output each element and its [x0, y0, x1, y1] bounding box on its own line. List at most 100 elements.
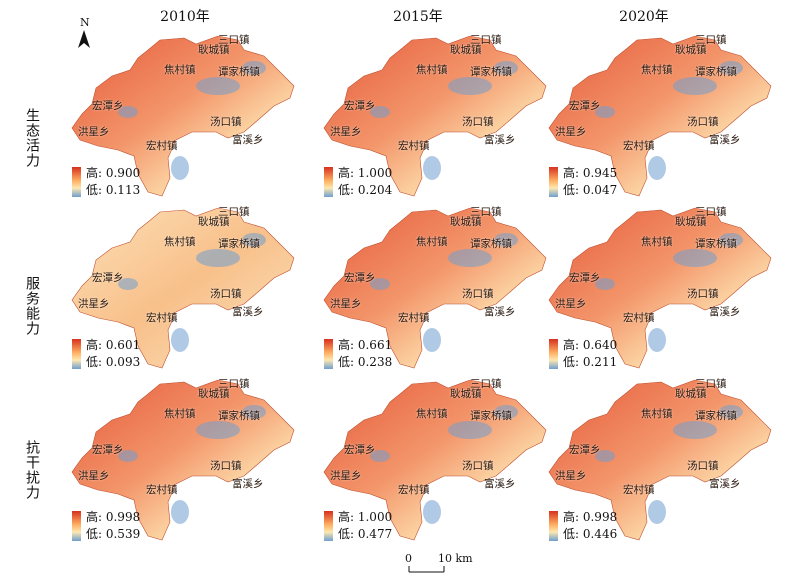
town-label: 焦村镇	[164, 408, 196, 420]
scale-end-label: 10 km	[438, 552, 473, 565]
region-map	[71, 379, 295, 541]
map-panel-r2-c2: 耿城镇 三口镇 焦村镇 谭家桥镇 宏潭乡 洪星乡 汤口镇 宏村镇 富溪乡 高: 0.661 低: 0…	[320, 200, 550, 375]
town-label: 三口镇	[218, 378, 250, 390]
town-label: 谭家桥镇	[218, 410, 260, 422]
town-label: 富溪乡	[709, 478, 741, 490]
region-map	[323, 35, 547, 197]
region-map	[548, 35, 772, 197]
town-label: 洪星乡	[78, 298, 110, 310]
legend: 高: 0.945 低: 0.047	[549, 165, 639, 199]
legend: 高: 0.998 低: 0.539	[72, 509, 162, 543]
town-label: 宏村镇	[398, 484, 430, 496]
town-label: 耿城镇	[198, 216, 230, 228]
town-label: 三口镇	[695, 206, 727, 218]
legend: 高: 1.000 低: 0.204	[324, 165, 414, 199]
town-label: 洪星乡	[78, 126, 110, 138]
scale-bar: 0 10 km	[405, 552, 478, 578]
town-label: 焦村镇	[416, 64, 448, 76]
town-label: 洪星乡	[78, 470, 110, 482]
town-label: 宏村镇	[398, 140, 430, 152]
legend-low-label: 低: 0.093	[86, 355, 141, 369]
town-label: 三口镇	[218, 34, 250, 46]
town-label: 富溪乡	[709, 306, 741, 318]
legend-high-label: 高: 0.661	[338, 338, 393, 352]
legend: 高: 0.661 低: 0.238	[324, 337, 414, 371]
town-label: 焦村镇	[641, 408, 673, 420]
map-panel-r3-c3: 耿城镇 三口镇 焦村镇 谭家桥镇 宏潭乡 洪星乡 汤口镇 宏村镇 富溪乡 高: 0.998 低: 0…	[545, 372, 775, 547]
town-label: 耿城镇	[198, 44, 230, 56]
town-label: 耿城镇	[198, 388, 230, 400]
legend-low-label: 低: 0.047	[563, 183, 618, 197]
town-label: 耿城镇	[450, 388, 482, 400]
town-label: 宏村镇	[146, 484, 178, 496]
north-label: N	[80, 16, 90, 29]
town-label: 洪星乡	[555, 126, 587, 138]
town-label: 宏潭乡	[344, 444, 376, 456]
town-label: 宏潭乡	[344, 272, 376, 284]
legend-high-label: 高: 1.000	[338, 166, 393, 180]
town-label: 汤口镇	[462, 460, 494, 472]
legend-high-label: 高: 0.601	[86, 338, 141, 352]
town-label: 洪星乡	[555, 298, 587, 310]
town-label: 宏村镇	[146, 140, 178, 152]
map-panel-r3-c2: 耿城镇 三口镇 焦村镇 谭家桥镇 宏潭乡 洪星乡 汤口镇 宏村镇 富溪乡 高: 1.000 低: 0…	[320, 372, 550, 547]
legend-high-label: 高: 1.000	[338, 510, 393, 524]
town-label: 汤口镇	[462, 116, 494, 128]
town-label: 三口镇	[695, 34, 727, 46]
town-label: 富溪乡	[232, 478, 264, 490]
town-label: 耿城镇	[450, 44, 482, 56]
town-label: 富溪乡	[484, 478, 516, 490]
town-label: 耿城镇	[675, 44, 707, 56]
town-label: 焦村镇	[416, 408, 448, 420]
town-label: 三口镇	[470, 378, 502, 390]
town-label: 洪星乡	[330, 298, 362, 310]
town-label: 汤口镇	[687, 460, 719, 472]
legend-high-label: 高: 0.900	[86, 166, 141, 180]
legend-high-label: 高: 0.998	[563, 510, 618, 524]
town-label: 宏村镇	[623, 484, 655, 496]
town-label: 谭家桥镇	[695, 238, 737, 250]
region-map	[71, 207, 295, 369]
legend: 高: 1.000 低: 0.477	[324, 509, 414, 543]
map-panel-r2-c1: 耿城镇 三口镇 焦村镇 谭家桥镇 宏潭乡 洪星乡 汤口镇 宏村镇 富溪乡 高: 0.601 低: 0…	[68, 200, 298, 375]
town-label: 焦村镇	[641, 64, 673, 76]
town-label: 富溪乡	[484, 134, 516, 146]
legend: 高: 0.640 低: 0.211	[549, 337, 639, 371]
legend-color-ramp	[72, 511, 81, 541]
row-label-resistance: 抗干扰力	[24, 440, 40, 500]
region-map	[323, 207, 547, 369]
map-panel-r2-c3: 耿城镇 三口镇 焦村镇 谭家桥镇 宏潭乡 洪星乡 汤口镇 宏村镇 富溪乡 高: 0.640 低: 0…	[545, 200, 775, 375]
region-map	[71, 35, 295, 197]
town-label: 汤口镇	[210, 460, 242, 472]
town-label: 宏潭乡	[569, 444, 601, 456]
legend-low-label: 低: 0.446	[563, 527, 618, 541]
town-label: 宏潭乡	[569, 100, 601, 112]
town-label: 谭家桥镇	[470, 238, 512, 250]
town-label: 富溪乡	[232, 306, 264, 318]
town-label: 洪星乡	[330, 470, 362, 482]
town-label: 宏潭乡	[92, 444, 124, 456]
town-label: 焦村镇	[416, 236, 448, 248]
legend: 高: 0.601 低: 0.093	[72, 337, 162, 371]
year-heading-2020: 2020年	[619, 9, 669, 25]
legend-high-label: 高: 0.640	[563, 338, 618, 352]
town-label: 谭家桥镇	[695, 410, 737, 422]
town-label: 焦村镇	[164, 236, 196, 248]
town-label: 宏潭乡	[92, 100, 124, 112]
legend-color-ramp	[324, 167, 333, 197]
map-panel-r1-c1: 耿城镇 三口镇 焦村镇 谭家桥镇 宏潭乡 洪星乡 汤口镇 宏村镇 富溪乡 高: 0.900 低: 0…	[68, 28, 298, 203]
map-panel-r1-c3: 耿城镇 三口镇 焦村镇 谭家桥镇 宏潭乡 洪星乡 汤口镇 宏村镇 富溪乡 高: 0.945 低: 0…	[545, 28, 775, 203]
town-label: 汤口镇	[462, 288, 494, 300]
year-heading-2015: 2015年	[393, 9, 443, 25]
legend-low-label: 低: 0.238	[338, 355, 393, 369]
town-label: 宏潭乡	[92, 272, 124, 284]
map-panel-r1-c2: 耿城镇 三口镇 焦村镇 谭家桥镇 宏潭乡 洪星乡 汤口镇 宏村镇 富溪乡 高: 1.000 低: 0…	[320, 28, 550, 203]
region-map	[548, 379, 772, 541]
town-label: 汤口镇	[210, 288, 242, 300]
town-label: 宏潭乡	[344, 100, 376, 112]
town-label: 焦村镇	[641, 236, 673, 248]
town-label: 富溪乡	[484, 306, 516, 318]
town-label: 宏村镇	[146, 312, 178, 324]
town-label: 谭家桥镇	[470, 66, 512, 78]
legend-color-ramp	[324, 511, 333, 541]
